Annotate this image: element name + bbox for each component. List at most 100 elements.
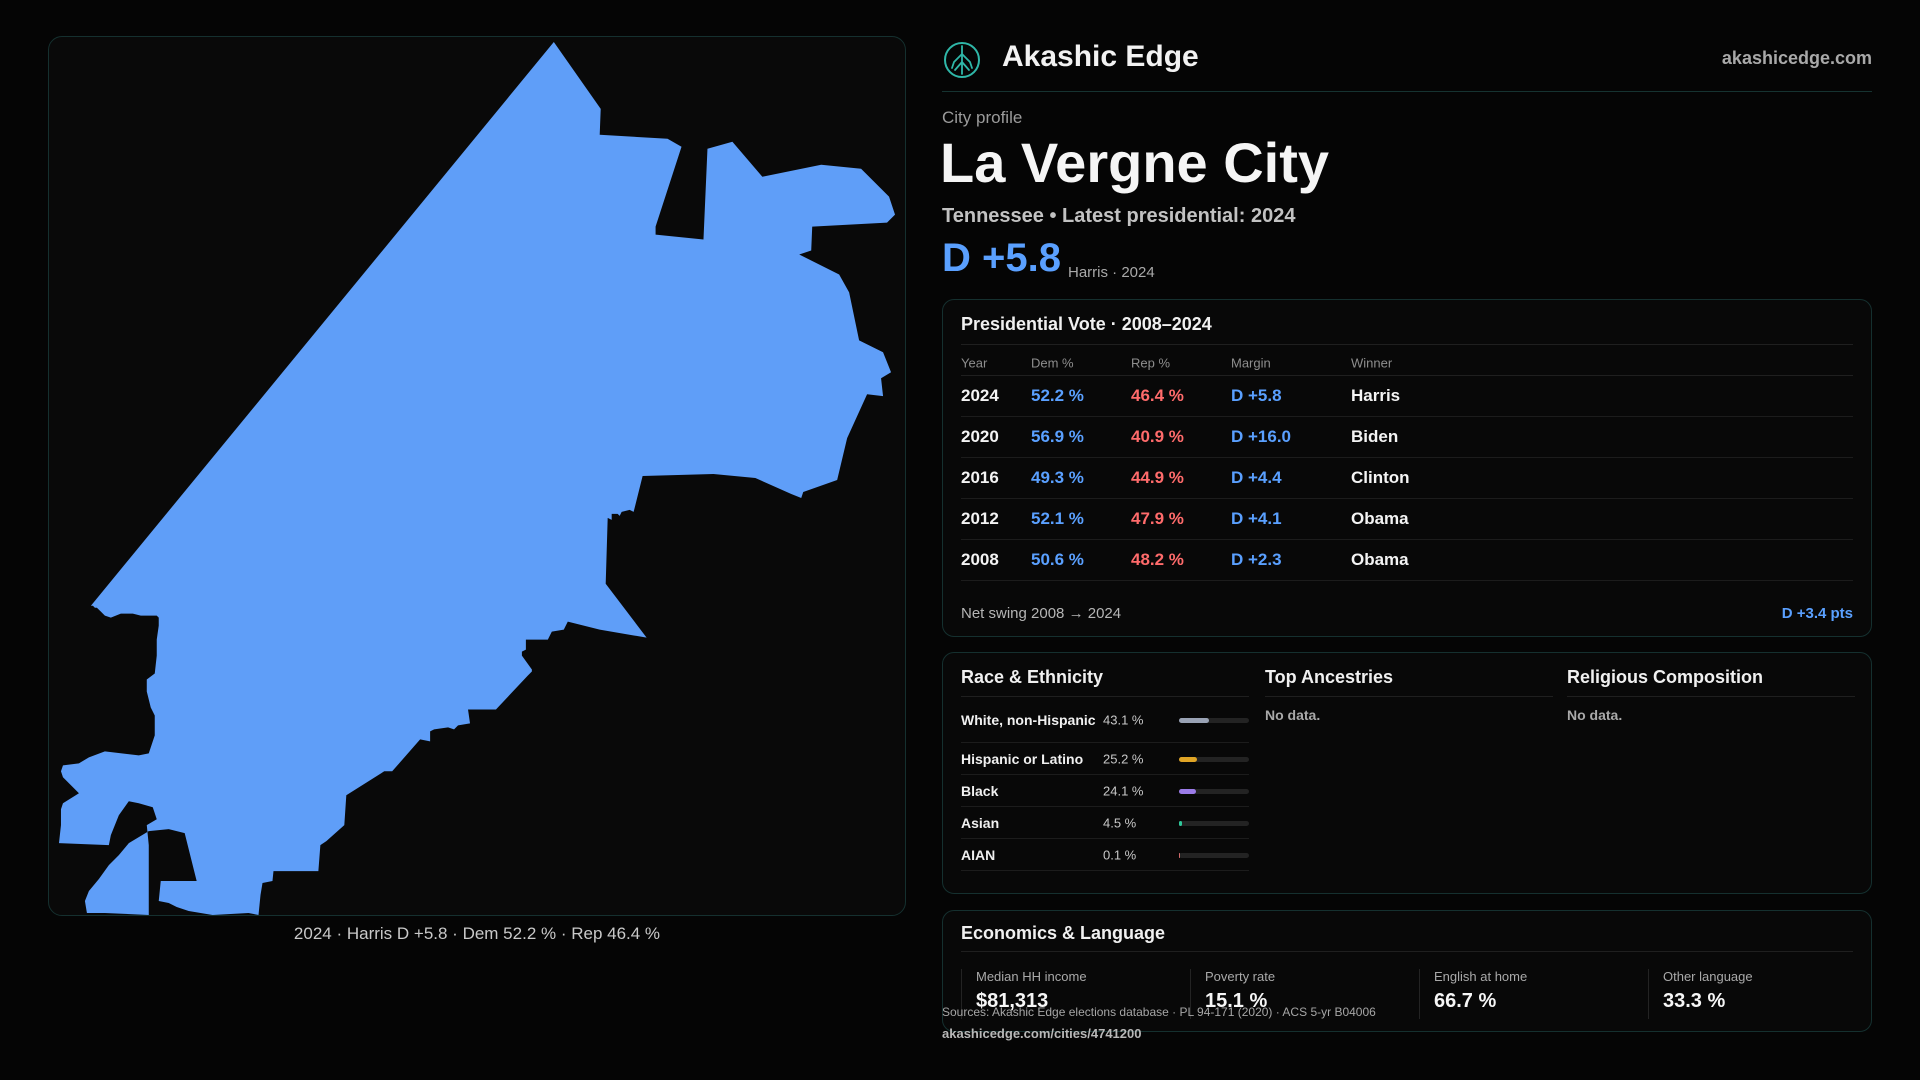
list-item: White, non-Hispanic 43.1 %: [961, 697, 1249, 743]
stat-label: English at home: [1434, 969, 1528, 984]
race-label: Asian: [961, 814, 1000, 831]
race-pct: 25.2 %: [1103, 751, 1144, 766]
cell-margin: D +4.1: [1231, 509, 1282, 528]
ancestries-empty: No data.: [1265, 707, 1321, 723]
net-swing-value: D +3.4 pts: [1781, 605, 1853, 622]
app-header: Akashic Edge akashicedge.com: [942, 36, 1872, 92]
cell-margin: D +16.0: [1231, 427, 1292, 446]
brand-name[interactable]: Akashic Edge: [1002, 40, 1199, 73]
race-bar-fill: [1179, 717, 1210, 723]
stat-median-income: Median HH income $81,313: [961, 969, 1175, 1019]
tree-of-life-icon[interactable]: [942, 40, 982, 80]
stat-poverty-rate: Poverty rate 15.1 %: [1190, 969, 1404, 1019]
race-bar-track: [1179, 852, 1249, 858]
cell-year: 2012: [961, 509, 999, 528]
cell-dem: 52.1 %: [1031, 509, 1084, 528]
divider: [961, 951, 1853, 952]
cell-dem: 50.6 %: [1031, 550, 1084, 569]
list-item: AIAN 0.1 %: [961, 839, 1249, 871]
ancestries-title: Top Ancestries: [1265, 667, 1553, 697]
race-bar-track: [1179, 756, 1249, 762]
profile-eyebrow: City profile: [942, 108, 1023, 127]
col-header-winner: Winner: [1351, 355, 1393, 370]
cell-rep: 40.9 %: [1131, 427, 1184, 446]
col-header-year: Year: [961, 355, 988, 370]
religion-empty: No data.: [1567, 707, 1623, 723]
latest-margin: D +5.8: [942, 236, 1061, 280]
city-subline: Tennessee • Latest presidential: 2024: [942, 205, 1296, 227]
stat-other-language: Other language 33.3 %: [1648, 969, 1855, 1019]
table-row: 2008 50.6 % 48.2 % D +2.3 Obama: [961, 540, 1853, 581]
net-swing-label: Net swing 2008 → 2024: [961, 605, 1122, 622]
economics-card: Economics & Language Median HH income $8…: [942, 910, 1872, 1032]
race-pct: 24.1 %: [1103, 783, 1144, 798]
cell-year: 2024: [961, 386, 999, 405]
cell-rep: 46.4 %: [1131, 386, 1184, 405]
cell-winner: Clinton: [1351, 468, 1410, 487]
cell-winner: Obama: [1351, 509, 1409, 528]
cell-winner: Biden: [1351, 427, 1399, 446]
site-link[interactable]: akashicedge.com: [1721, 48, 1872, 68]
race-ethnicity-section: Race & Ethnicity White, non-Hispanic 43.…: [961, 667, 1249, 871]
city-boundary-map: [58, 42, 896, 915]
list-item: Asian 4.5 %: [961, 807, 1249, 839]
race-bar-fill: [1179, 756, 1197, 762]
stat-label: Other language: [1663, 969, 1753, 984]
table-row: 2020 56.9 % 40.9 % D +16.0 Biden: [961, 417, 1853, 458]
col-header-dem: Dem %: [1031, 355, 1074, 370]
race-bar-fill: [1179, 788, 1196, 794]
cell-margin: D +5.8: [1231, 386, 1282, 405]
ancestries-section: Top Ancestries No data.: [1265, 667, 1553, 723]
col-header-margin: Margin: [1231, 355, 1271, 370]
stat-label: Poverty rate: [1205, 969, 1276, 984]
table-row: 2024 52.2 % 46.4 % D +5.8 Harris: [961, 376, 1853, 417]
table-row: 2016 49.3 % 44.9 % D +4.4 Clinton: [961, 458, 1853, 499]
race-pct: 4.5 %: [1103, 815, 1137, 830]
cell-winner: Harris: [1351, 386, 1401, 405]
cell-year: 2016: [961, 468, 999, 487]
presidential-vote-card: Presidential Vote · 2008–2024 Year Dem %…: [942, 299, 1872, 637]
demographics-card: Race & Ethnicity White, non-Hispanic 43.…: [942, 652, 1872, 894]
list-item: Black 24.1 %: [961, 775, 1249, 807]
cell-dem: 56.9 %: [1031, 427, 1084, 446]
cell-dem: 52.2 %: [1031, 386, 1084, 405]
city-map-panel: [48, 36, 906, 916]
religion-title: Religious Composition: [1567, 667, 1855, 697]
race-title: Race & Ethnicity: [961, 667, 1249, 697]
vote-table-header: Year Dem % Rep % Margin Winner: [961, 350, 1853, 376]
cell-year: 2008: [961, 550, 999, 569]
economics-title: Economics & Language: [961, 923, 1166, 943]
divider: [961, 344, 1853, 345]
cell-year: 2020: [961, 427, 999, 446]
latest-margin-note: Harris · 2024: [1068, 264, 1155, 281]
stat-value: 66.7 %: [1434, 990, 1497, 1012]
cell-rep: 48.2 %: [1131, 550, 1184, 569]
stat-english-home: English at home 66.7 %: [1419, 969, 1633, 1019]
race-pct: 43.1 %: [1103, 712, 1144, 727]
cell-rep: 44.9 %: [1131, 468, 1184, 487]
stat-value: $81,313: [976, 990, 1049, 1012]
map-caption: 2024 · Harris D +5.8 · Dem 52.2 % · Rep …: [293, 924, 661, 943]
race-label: Black: [961, 782, 999, 799]
col-header-rep: Rep %: [1131, 355, 1171, 370]
religion-section: Religious Composition No data.: [1567, 667, 1855, 723]
stat-label: Median HH income: [976, 969, 1087, 984]
race-pct: 0.1 %: [1103, 847, 1137, 862]
stat-value: 15.1 %: [1205, 990, 1268, 1012]
list-item: Hispanic or Latino 25.2 %: [961, 743, 1249, 775]
page-url-link[interactable]: akashicedge.com/cities/4741200: [942, 1026, 1142, 1041]
race-bar-track: [1179, 788, 1249, 794]
race-bar-fill: [1179, 852, 1180, 858]
sources-note: Sources: Akashic Edge elections database…: [942, 1005, 1376, 1019]
cell-winner: Obama: [1351, 550, 1409, 569]
race-bar-track: [1179, 717, 1249, 723]
race-label: White, non-Hispanic: [961, 711, 1096, 728]
cell-margin: D +4.4: [1231, 468, 1282, 487]
race-label: AIAN: [961, 846, 996, 863]
table-row: 2012 52.1 % 47.9 % D +4.1 Obama: [961, 499, 1853, 540]
city-boundary-shape: [58, 42, 896, 915]
city-title: La Vergne City: [940, 131, 1330, 194]
race-bar-fill: [1179, 820, 1183, 826]
cell-margin: D +2.3: [1231, 550, 1282, 569]
cell-dem: 49.3 %: [1031, 468, 1084, 487]
